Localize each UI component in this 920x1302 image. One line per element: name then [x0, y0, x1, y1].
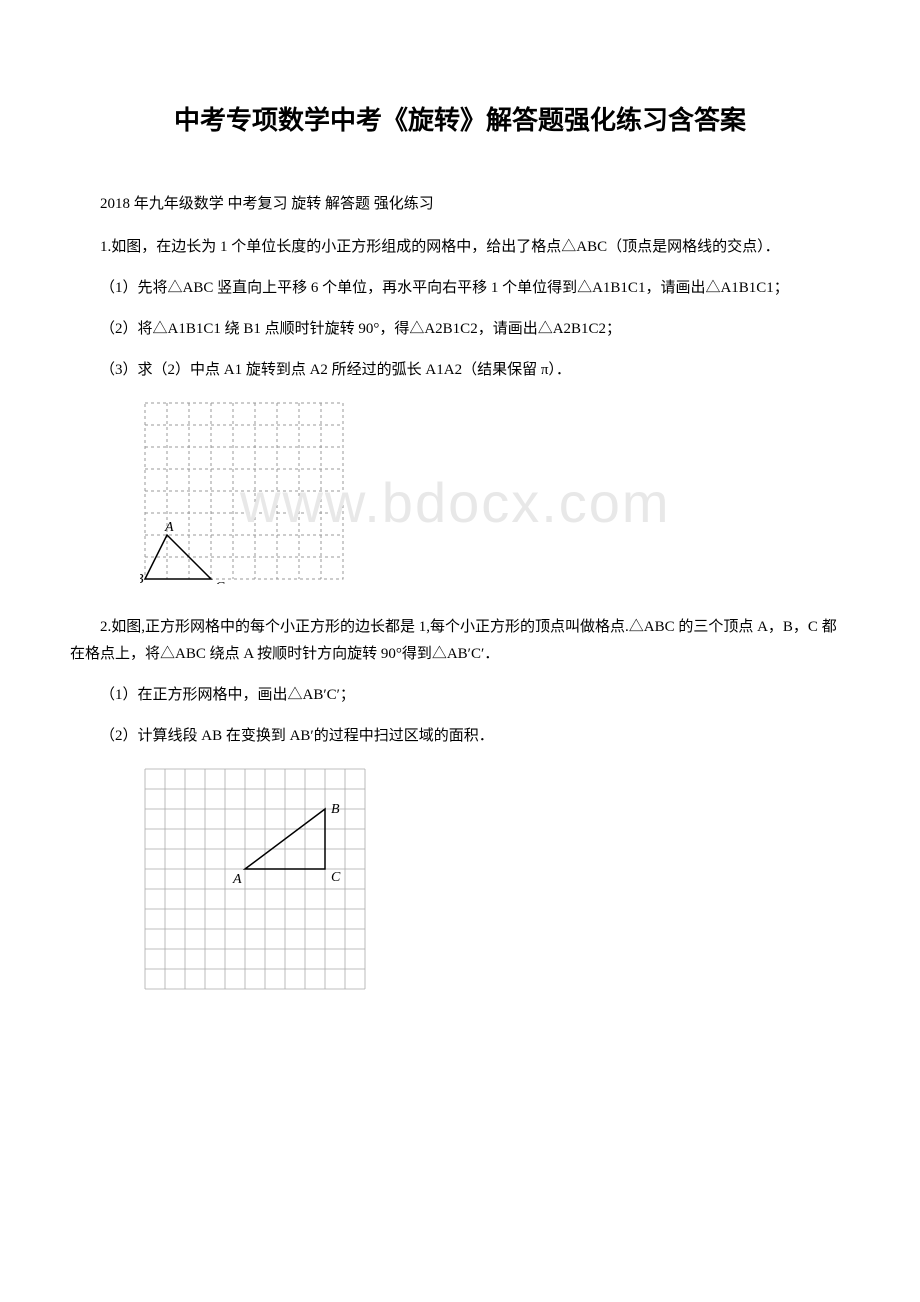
page-title: 中考专项数学中考《旋转》解答题强化练习含答案	[70, 100, 850, 142]
figure-2-container: A B C	[140, 764, 850, 994]
figure-1-container: www.bdocx.com ABC	[140, 398, 850, 584]
figure-1: A B C	[140, 398, 348, 584]
q2-intro: 2.如图,正方形网格中的每个小正方形的边长都是 1,每个小正方形的顶点叫做格点.…	[70, 614, 850, 668]
svg-text:A: A	[164, 520, 174, 535]
q1-part2: （2）将△A1B1C1 绕 B1 点顺时针旋转 90°，得△A2B1C2，请画出…	[70, 316, 850, 343]
svg-text:B: B	[331, 802, 340, 817]
subtitle: 2018 年九年级数学 中考复习 旋转 解答题 强化练习	[70, 192, 850, 216]
q1-part3: （3）求（2）中点 A1 旋转到点 A2 所经过的弧长 A1A2（结果保留 π）…	[70, 357, 850, 384]
svg-text:C: C	[215, 580, 225, 584]
q2-part1: （1）在正方形网格中，画出△AB′C′；	[70, 682, 850, 709]
svg-text:C: C	[331, 870, 341, 885]
figure-2: A B C	[140, 764, 370, 994]
svg-text:A: A	[232, 872, 242, 887]
q1-part1: （1）先将△ABC 竖直向上平移 6 个单位，再水平向右平移 1 个单位得到△A…	[70, 275, 850, 302]
q2-part2: （2）计算线段 AB 在变换到 AB′的过程中扫过区域的面积．	[70, 723, 850, 750]
q1-intro: 1.如图，在边长为 1 个单位长度的小正方形组成的网格中，给出了格点△ABC（顶…	[70, 234, 850, 261]
svg-text:B: B	[140, 572, 144, 584]
